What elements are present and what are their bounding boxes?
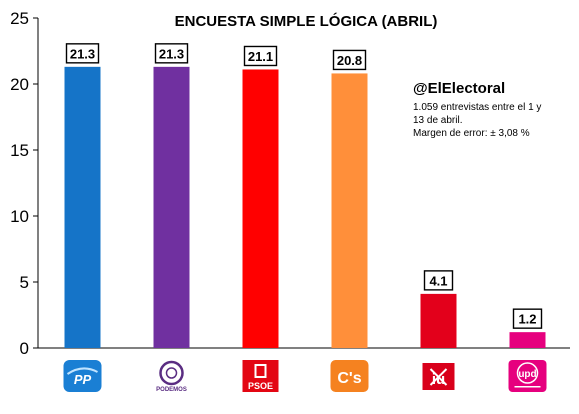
bar-iu: [420, 293, 457, 348]
value-labels: 21.3 21.3 21.1 20.8 4.1 1.2: [65, 43, 543, 329]
data-label-box: [512, 308, 543, 329]
data-label: 21.3: [70, 46, 95, 61]
svg-text:upd: upd: [518, 369, 536, 380]
data-label-box: [243, 45, 278, 67]
annotation-line: Margen de error: ± 3,08 %: [413, 128, 530, 139]
annotation-line: 1.059 entrevistas entre el 1 y: [413, 102, 541, 113]
pp-logo: PP: [63, 360, 102, 392]
y-tick-label: 5: [20, 273, 29, 292]
data-label: 21.1: [248, 49, 273, 64]
chart-title: ENCUESTA SIMPLE LÓGICA (ABRIL): [175, 12, 438, 30]
y-tick-label: 10: [10, 207, 29, 226]
annotation-handle: @ElElectoral: [413, 80, 505, 97]
svg-text:PSOE: PSOE: [248, 381, 273, 391]
bar-ciudadanos: [331, 73, 368, 348]
podemos-logo: PODEMOS: [152, 360, 191, 393]
annotation-line: 13 de abril.: [413, 115, 462, 126]
data-label: 1.2: [518, 312, 536, 327]
bar-pp: [64, 66, 101, 348]
data-label-box: [154, 43, 189, 64]
svg-text:PODEMOS: PODEMOS: [156, 387, 187, 393]
annotation: @ElElectoral 1.059 entrevistas entre el …: [413, 80, 541, 139]
data-label-box: [65, 43, 100, 64]
y-tick-label: 15: [10, 141, 29, 160]
data-label: 4.1: [429, 273, 447, 288]
party-logos: PP PODEMOS PSOE C's iu upd: [63, 360, 547, 393]
y-axis-ticks: 0 5 10 15 20 25: [10, 9, 38, 358]
data-label-box: [423, 270, 454, 291]
y-tick-label: 0: [20, 339, 29, 358]
data-label-box: [332, 49, 367, 71]
bar-psoe: [242, 69, 279, 348]
upyd-logo: upd: [508, 360, 547, 392]
ciudadanos-logo: C's: [330, 360, 369, 392]
svg-text:iu: iu: [432, 371, 445, 388]
bar-podemos: [153, 66, 190, 348]
data-label: 20.8: [337, 53, 362, 68]
svg-text:C's: C's: [337, 370, 361, 387]
data-label: 21.3: [159, 46, 184, 61]
bars: [64, 66, 546, 348]
psoe-logo: PSOE: [242, 360, 279, 392]
bar-upyd: [509, 332, 546, 348]
svg-text:PP: PP: [74, 372, 92, 387]
iu-logo: iu: [419, 360, 458, 392]
y-tick-label: 25: [10, 9, 29, 28]
y-tick-label: 20: [10, 75, 29, 94]
